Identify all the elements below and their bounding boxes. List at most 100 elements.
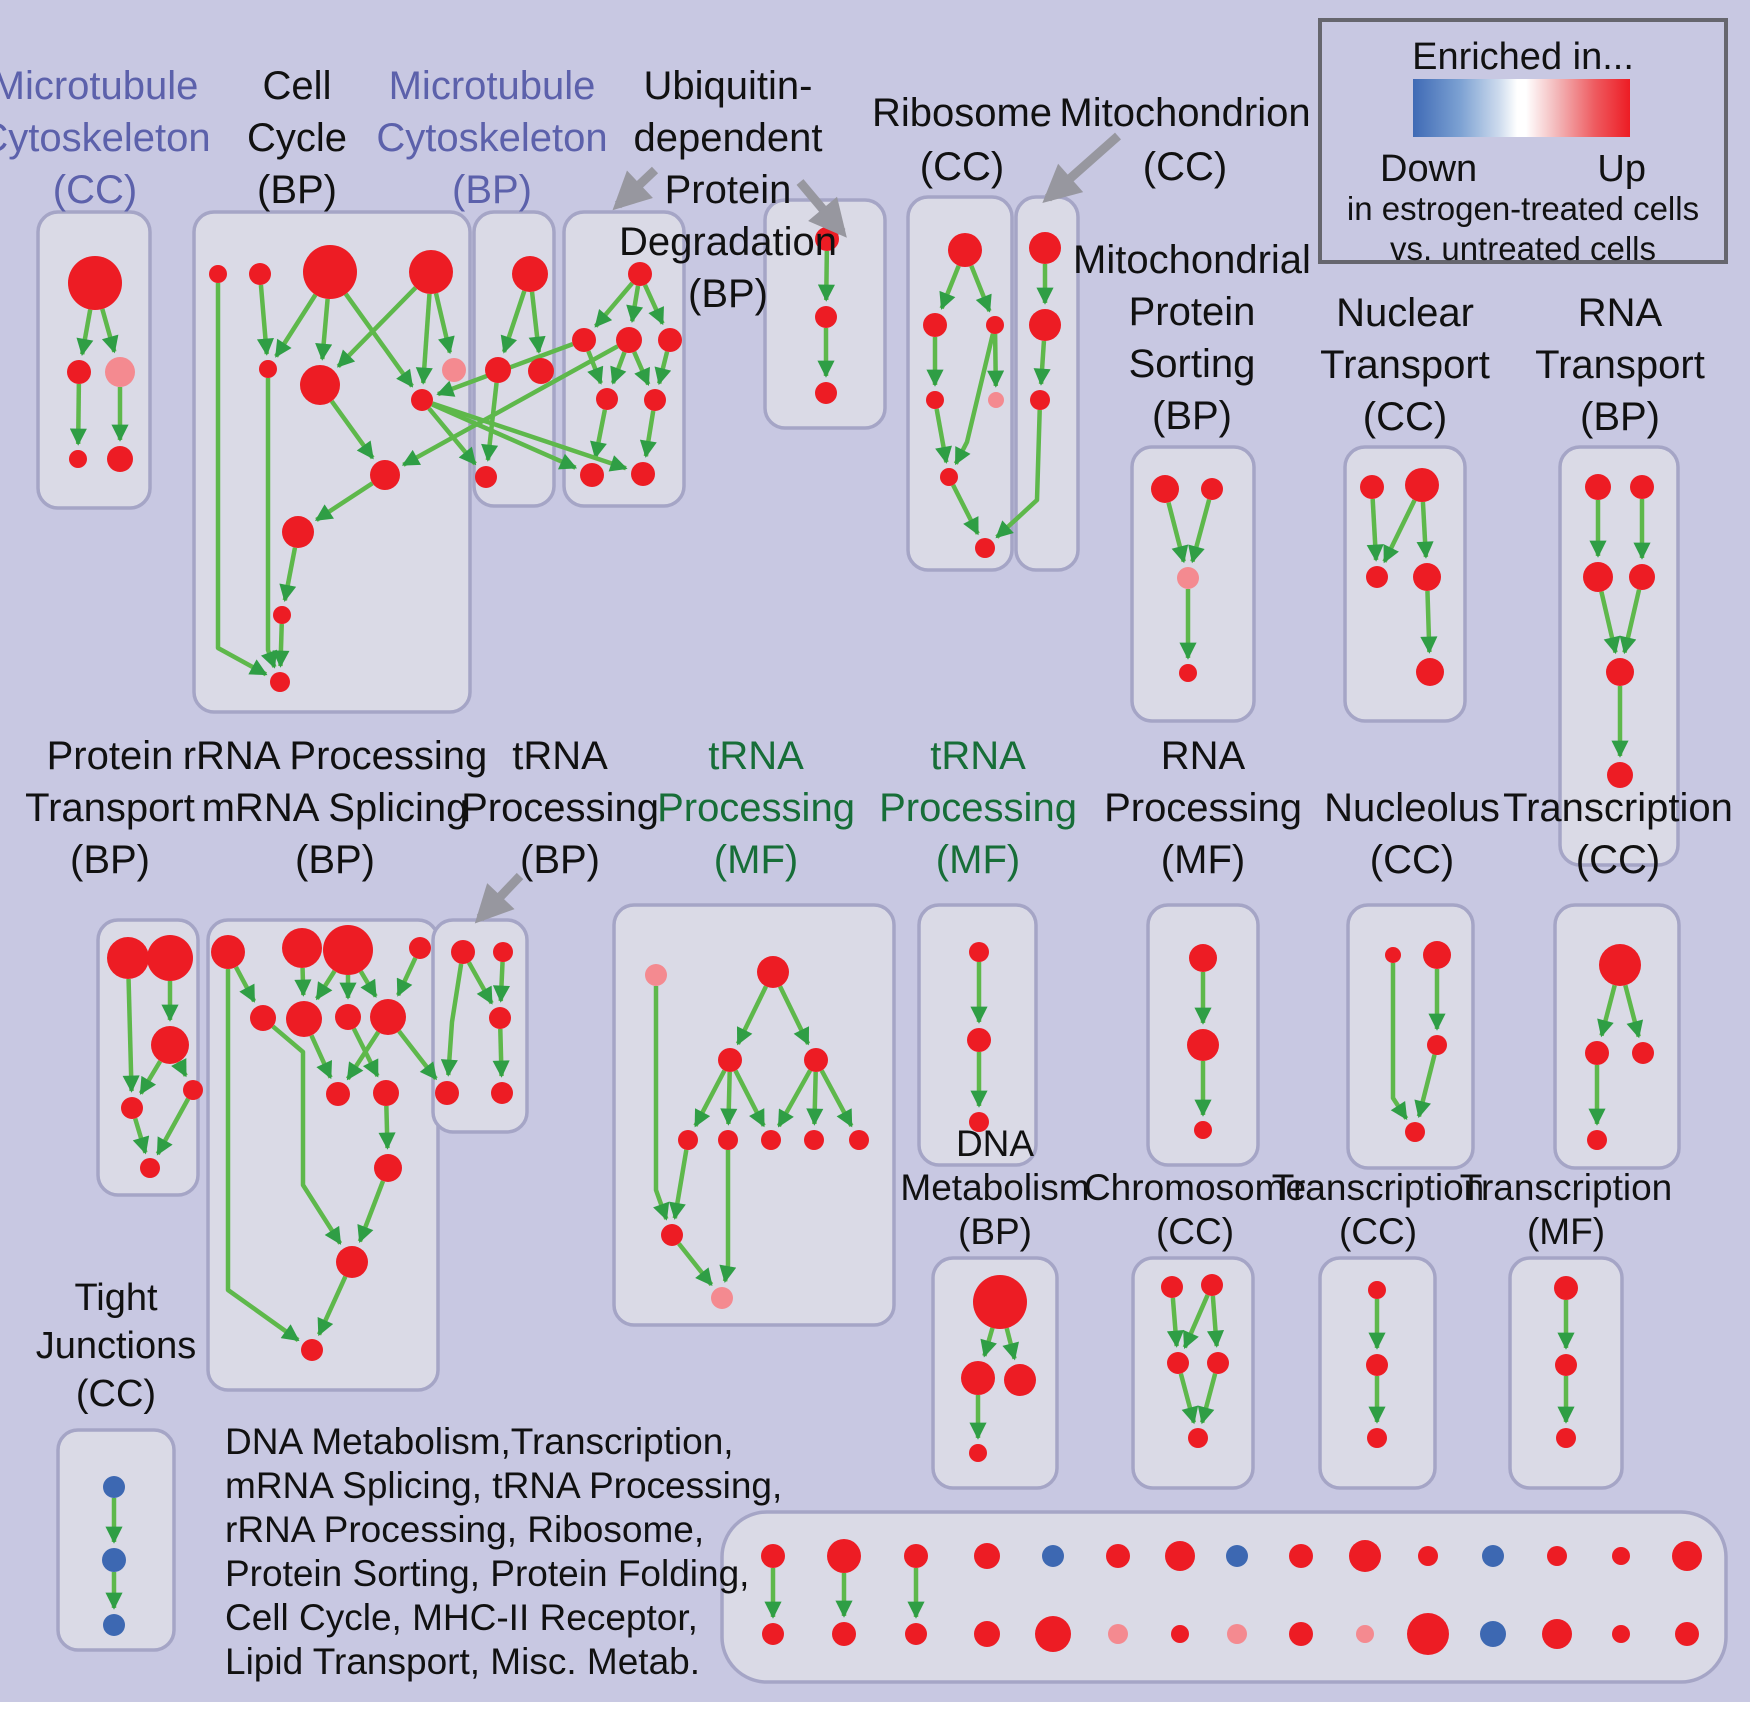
group-label-rna-processing-mf: RNA Processing (MF) (1104, 734, 1302, 882)
edge-g0-g1 (76, 309, 94, 356)
group-label-mitochondrion: Mitochondrion (CC) (1059, 91, 1310, 189)
group-label-mito-protein-sorting: Mitochondrial Protein Sorting (BP) (1073, 238, 1311, 438)
go-term-node-q2 (323, 925, 373, 975)
go-term-node-b9 (370, 460, 400, 490)
go-term-node-bt1 (761, 1544, 785, 1568)
edge-r2-r4 (987, 333, 1005, 388)
misc-line-4: Protein Sorting, Protein Folding, (225, 1553, 750, 1594)
go-term-node-c2 (528, 358, 554, 384)
go-term-node-q10 (374, 1154, 402, 1182)
group-label-nuclear-transport: Nuclear Transport (CC) (1320, 291, 1490, 439)
legend-subtitle-2: vs. untreated cells (1390, 230, 1656, 267)
go-term-node-n4 (1416, 658, 1444, 686)
edge-u4-u9 (668, 1149, 689, 1220)
edge-h1-h2 (1182, 1294, 1210, 1349)
go-term-node-n2 (1366, 566, 1388, 588)
go-term-node-bt5 (1042, 1545, 1064, 1567)
go-term-node-u2 (718, 1048, 742, 1072)
edge-s0-s2 (1166, 501, 1189, 564)
go-term-node-q8 (326, 1082, 350, 1106)
go-term-node-b5 (300, 365, 340, 405)
edge-v2-v4 (1599, 591, 1621, 655)
go-term-node-n3 (1413, 563, 1441, 591)
edge-b3-b5 (336, 286, 418, 369)
go-term-node-c0 (512, 256, 548, 292)
group-label-trna-processing-bp: tRNA Processing (BP) (461, 734, 659, 882)
group-label-cell-cycle: Cell Cycle (BP) (247, 64, 347, 212)
go-term-node-b3 (409, 250, 453, 294)
go-term-node-w2 (969, 1112, 989, 1132)
go-term-node-b8 (411, 389, 433, 411)
go-term-node-g2 (105, 357, 135, 387)
go-term-node-bm9 (1289, 1622, 1313, 1646)
edge-b2-b8 (343, 292, 414, 388)
edge-y2-y3 (1414, 1054, 1437, 1119)
go-term-node-x1 (1187, 1029, 1219, 1061)
edge-pC-pD (138, 1060, 163, 1095)
group-label-rrna-processing: rRNA Processing mRNA Splicing (BP) (183, 734, 488, 882)
go-term-node-bt4 (974, 1543, 1000, 1569)
go-term-node-pA (107, 937, 149, 979)
group-box-chromosome (1131, 1256, 1255, 1490)
go-term-node-n0 (1360, 475, 1384, 499)
edge-a5-a7 (639, 410, 657, 458)
go-term-node-bm1 (762, 1623, 784, 1645)
edge-pD-pF (132, 1117, 150, 1155)
legend-gradient-bar (1413, 79, 1630, 137)
go-term-node-d0 (973, 1275, 1027, 1329)
go-term-node-h0 (1161, 1276, 1183, 1298)
group-box-dna-metabolism (931, 1256, 1059, 1490)
go-term-node-b0 (209, 265, 227, 283)
edge-n0-n2 (1366, 498, 1384, 562)
go-term-node-pB (147, 935, 193, 981)
edge-d0-d2 (1002, 1327, 1019, 1361)
go-term-node-a5 (644, 389, 666, 411)
trna-bp-arrow (474, 872, 524, 924)
edge-q3-q7 (396, 957, 418, 997)
go-term-node-bt7 (1165, 1541, 1195, 1571)
legend-title: Enriched in... (1412, 36, 1634, 78)
go-term-node-v1 (1630, 475, 1654, 499)
ubiquitin-arrow-right (796, 179, 847, 238)
go-term-node-t0 (451, 940, 475, 964)
go-term-node-l2 (1556, 1428, 1576, 1448)
group-box-transcription-cc-1 (1553, 903, 1681, 1170)
go-term-node-a4 (596, 388, 618, 410)
go-term-node-h1 (1201, 1274, 1223, 1296)
go-term-node-x2 (1194, 1121, 1212, 1139)
edge-a0-a3 (642, 283, 665, 326)
go-term-node-pD (121, 1097, 143, 1119)
go-term-node-b11 (273, 606, 291, 624)
edge-r0-r1 (939, 264, 961, 310)
go-term-node-m1 (1029, 309, 1061, 341)
go-term-node-g0 (68, 256, 122, 310)
go-term-node-bm11 (1407, 1613, 1449, 1655)
go-term-node-bm10 (1356, 1625, 1374, 1643)
group-label-nucleolus: Nucleolus (CC) (1324, 786, 1500, 882)
go-term-node-bt10 (1349, 1540, 1381, 1572)
edge-b3-b8 (415, 293, 433, 385)
go-term-node-c3 (475, 466, 497, 488)
go-term-node-t2 (489, 1007, 511, 1029)
edge-r0-r2 (969, 264, 992, 313)
go-term-node-h3 (1207, 1352, 1229, 1374)
go-term-node-l0 (1554, 1276, 1578, 1300)
edge-b4-b12 (260, 378, 277, 669)
go-term-node-bm6 (1108, 1624, 1128, 1644)
go-term-node-r6 (940, 468, 958, 486)
go-term-node-rb (975, 538, 995, 558)
edge-r3-r6 (934, 408, 952, 464)
legend-up-label: Up (1597, 148, 1646, 190)
go-term-node-l1 (1555, 1354, 1577, 1376)
go-term-node-s3 (1179, 664, 1197, 682)
go-term-node-d2 (1004, 1364, 1036, 1396)
go-term-node-bt9 (1289, 1544, 1313, 1568)
go-term-node-u8 (849, 1130, 869, 1150)
go-term-node-q11 (301, 1339, 323, 1361)
go-term-node-g3 (69, 450, 87, 468)
go-term-node-z2 (1632, 1042, 1654, 1064)
go-term-node-r0 (948, 233, 982, 267)
edge-u0-u9 (653, 986, 670, 1221)
go-term-node-m0 (1029, 232, 1061, 264)
